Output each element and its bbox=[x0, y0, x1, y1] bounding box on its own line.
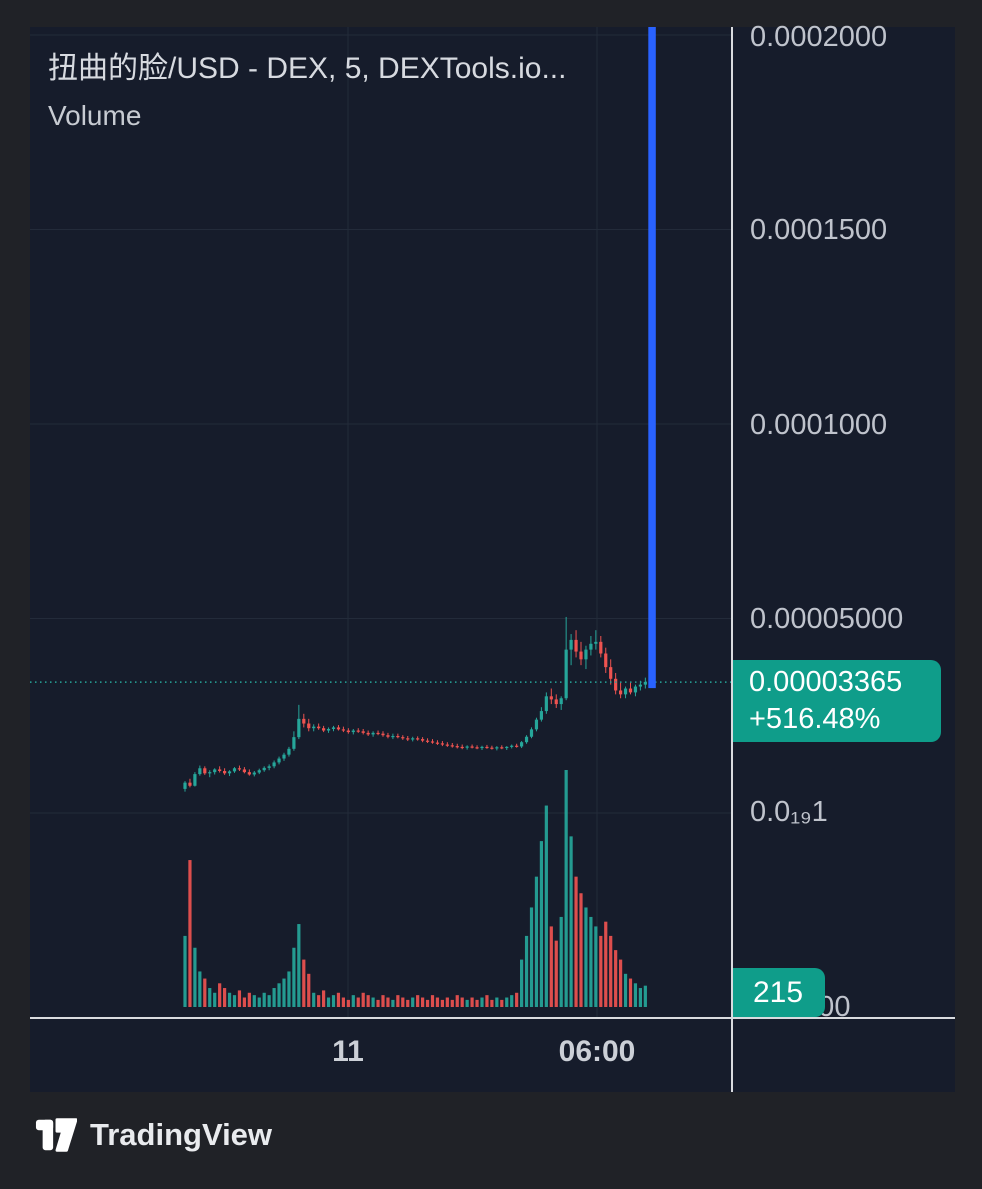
current-volume-badge: 215 bbox=[731, 968, 825, 1017]
tradingview-logo[interactable]: TradingView bbox=[35, 1115, 272, 1155]
candles-layer bbox=[183, 616, 647, 792]
current-price-badge: 0.00003365 +516.48% bbox=[731, 660, 941, 742]
price-axis[interactable]: 0.0002000 0.0001500 0.0001000 0.00005000… bbox=[731, 21, 955, 1023]
price-change-percent: +516.48% bbox=[749, 703, 881, 735]
tradingview-logo-icon bbox=[35, 1118, 77, 1152]
blue-spike-candle bbox=[648, 27, 656, 689]
volume-layer bbox=[183, 770, 647, 1007]
price-axis-label: 0.0002000 bbox=[750, 21, 888, 53]
current-volume-value: 215 bbox=[752, 975, 804, 1009]
price-axis-separator bbox=[731, 27, 733, 1092]
time-axis[interactable]: 11 06:00 bbox=[30, 1019, 731, 1092]
price-axis-label: 0.00005000 bbox=[750, 603, 904, 635]
price-axis-label: 0.0₁₉1 bbox=[750, 796, 828, 828]
tradingview-logo-text: TradingView bbox=[90, 1117, 273, 1152]
price-chart[interactable] bbox=[30, 27, 731, 1017]
footer: TradingView bbox=[35, 1115, 272, 1155]
price-axis-label: 0.0001500 bbox=[750, 214, 888, 246]
time-axis-label-time: 06:00 bbox=[558, 1035, 636, 1068]
price-axis-label: 0.0001000 bbox=[750, 409, 888, 441]
current-price-value: 0.00003365 bbox=[749, 666, 903, 698]
time-axis-label-date: 11 bbox=[332, 1035, 364, 1068]
chart-panel: 扭曲的脸/USD - DEX, 5, DEXTools.io... Volume… bbox=[30, 21, 955, 1092]
time-axis-separator bbox=[30, 1017, 955, 1019]
grid-layer bbox=[30, 27, 731, 1017]
